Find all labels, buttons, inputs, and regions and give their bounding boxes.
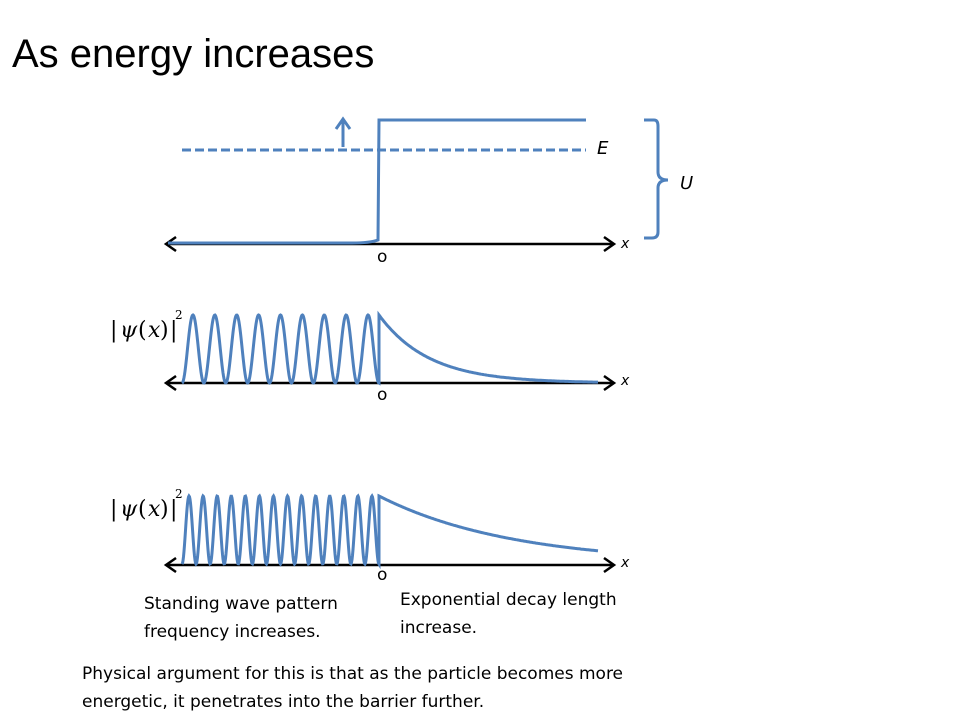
origin-2-label: o (377, 385, 387, 405)
probability-density-curve-2 (180, 493, 599, 570)
psi-label-2-bar-left: | (110, 497, 117, 522)
decay-caption: Exponential decay length increase. (400, 586, 617, 642)
energy-increase-arrowhead (334, 116, 352, 130)
axis-3-left-arrowhead (163, 556, 177, 574)
psi-label-1-paren-open: ( (138, 318, 147, 343)
origin-1-label: o (377, 247, 387, 267)
potential-label: U (680, 173, 693, 194)
axis-2-left-arrowhead (163, 374, 177, 392)
origin-3-label: o (377, 565, 387, 585)
potential-diagram: E U x o (163, 116, 693, 267)
decay-caption-line-2: increase. (400, 618, 478, 638)
psi-label-1-exponent: 2 (175, 308, 183, 322)
psi-label-2-x: x (148, 497, 161, 522)
potential-step-curve (168, 118, 586, 245)
standing-wave-caption: Standing wave pattern frequency increase… (144, 590, 338, 646)
argument-caption: Physical argument for this is that as th… (82, 660, 623, 716)
psi-label-2-exponent: 2 (175, 487, 183, 501)
psi-label-1-paren-close: ) (160, 318, 169, 343)
standing-wave-caption-line-2: frequency increases. (144, 622, 321, 642)
psi-label-2-bar-right: | (170, 497, 177, 522)
argument-caption-line-1: Physical argument for this is that as th… (82, 664, 624, 684)
x-axis-3-label: x (620, 555, 630, 571)
probability-density-curve-1 (181, 310, 598, 386)
wavefunction-plot-1: | ψ ( x ) | 2 x o (110, 308, 630, 405)
slide-title: As energy increases (12, 32, 375, 76)
axis-1-left-arrowhead (163, 235, 177, 253)
psi-label-1-x: x (148, 318, 161, 343)
psi-label-1-bar-right: | (170, 318, 177, 343)
psi-label-2: | ψ ( x ) | 2 (110, 487, 184, 522)
argument-caption-line-2: energetic, it penetrates into the barrie… (82, 692, 485, 712)
standing-wave-caption-line-1: Standing wave pattern (144, 594, 338, 614)
axis-2-right-arrowhead (603, 374, 617, 392)
x-axis-2-label: x (620, 373, 630, 389)
axis-3-right-arrowhead (603, 556, 617, 574)
axis-1-right-arrowhead (603, 235, 617, 253)
wavefunction-plot-2: | ψ ( x ) | 2 x o (110, 487, 630, 585)
energy-label: E (597, 138, 609, 159)
psi-label-2-paren-open: ( (138, 497, 147, 522)
potential-bracket (644, 118, 669, 240)
psi-label-1-psi: ψ (120, 318, 138, 343)
psi-label-2-psi: ψ (120, 497, 138, 522)
psi-label-2-paren-close: ) (160, 497, 169, 522)
x-axis-1-label: x (620, 236, 630, 252)
psi-label-1: | ψ ( x ) | 2 (110, 308, 184, 343)
psi-label-1-bar-left: | (110, 318, 117, 343)
decay-caption-line-1: Exponential decay length (400, 590, 617, 610)
